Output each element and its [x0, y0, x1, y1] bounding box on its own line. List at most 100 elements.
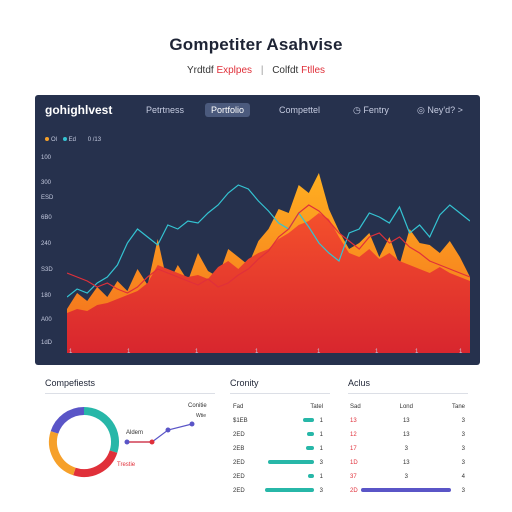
- row-value: 1: [319, 446, 323, 452]
- y-tick: 1dD: [41, 340, 53, 346]
- row-value: 1: [319, 432, 323, 438]
- row-value-cell: 1: [248, 428, 323, 442]
- row-cell: 13: [402, 460, 410, 466]
- row-label: 2ED: [233, 432, 245, 438]
- row-cell: 3: [461, 446, 465, 452]
- row-value: 1: [319, 418, 323, 424]
- progress-bar: [307, 474, 314, 479]
- tab-competitors[interactable]: Compettel: [279, 105, 321, 115]
- row-cell: [360, 484, 452, 498]
- series-line-red: [67, 204, 470, 294]
- table-row: 13 13 3: [350, 414, 465, 428]
- trend-point: [165, 427, 171, 433]
- competitors-graphic: [48, 406, 195, 478]
- x-tick: 1: [195, 349, 199, 355]
- table-row: 2ED 3: [233, 484, 323, 498]
- x-tick: 1: [69, 349, 73, 355]
- tab-entry[interactable]: ◷ Fentry: [353, 105, 389, 115]
- row-label: 2ED: [233, 488, 245, 494]
- row-cell: 13: [402, 418, 410, 424]
- competitor-area-chart: [67, 173, 470, 353]
- table-row: 1D 13 3: [350, 456, 465, 470]
- y-tick: 6B0: [41, 215, 52, 221]
- table-header-row: Sad Lond Tane: [350, 400, 465, 414]
- row-cell: 13: [402, 432, 410, 438]
- y-tick: S3D: [41, 267, 53, 273]
- donut-slice: [50, 406, 85, 434]
- row-cell: 37: [350, 474, 357, 480]
- row-cell: 1D: [350, 460, 358, 466]
- cronity-table: Fad Tatel $1EB 1 2ED 1 2EB 1 2ED 3 2ED 1 2ED 3: [233, 400, 323, 498]
- label-sub: Wtie: [196, 413, 206, 419]
- progress-bar: [360, 488, 451, 493]
- x-tick: 1: [459, 349, 463, 355]
- table-row: 2ED 1: [233, 470, 323, 484]
- divider: [45, 393, 215, 394]
- row-cell: 4: [461, 474, 465, 480]
- row-cell: 3: [404, 446, 408, 452]
- row-value: 1: [319, 474, 323, 480]
- x-tick: 1: [375, 349, 379, 355]
- column-header: Sad: [350, 404, 361, 410]
- row-label: 2ED: [233, 474, 245, 480]
- series-area-red: [67, 213, 470, 353]
- legend-orange-icon: [45, 137, 49, 142]
- y-tick: 100: [41, 155, 52, 161]
- column-header: Lond: [399, 404, 413, 410]
- row-value: 3: [319, 460, 323, 466]
- row-value-cell: 1: [248, 470, 323, 484]
- competitor-donut-chart: [48, 406, 120, 478]
- x-tick: 1: [415, 349, 419, 355]
- divider: [348, 393, 468, 394]
- table-row: 17 3 3: [350, 442, 465, 456]
- row-label: 2EB: [233, 446, 245, 452]
- table-row: 2ED 1: [233, 428, 323, 442]
- x-tick: 1: [127, 349, 131, 355]
- tab-next-icon: ◎: [417, 105, 428, 115]
- competitors-title: Compefiests: [45, 378, 96, 388]
- subtitle-link-files[interactable]: Ftlles: [301, 65, 326, 76]
- row-value-cell: 3: [248, 484, 323, 498]
- chart-legend: Ol Ed 0 /13: [45, 137, 101, 143]
- progress-bar: [267, 460, 314, 465]
- row-value-cell: 3: [248, 456, 323, 470]
- activity-title: Aclus: [348, 378, 371, 388]
- dashboard-panel: gohighlvest Petrtness Portfolio Compette…: [35, 95, 480, 365]
- subtitle-link-explore[interactable]: Explpes: [216, 65, 253, 76]
- progress-bar: [264, 488, 314, 493]
- table-header-row: Fad Tatel: [233, 400, 323, 414]
- progress-bar: [305, 446, 314, 451]
- y-tick: 180: [41, 293, 52, 299]
- progress-bar: [306, 432, 314, 437]
- table-row: $1EB 1: [233, 414, 323, 428]
- series-line-cyan: [67, 184, 470, 298]
- row-cell: 3: [461, 488, 465, 494]
- label-low: Trestie: [117, 462, 136, 468]
- column-header: Tane: [451, 404, 465, 410]
- row-cell: 2D: [350, 488, 358, 494]
- row-cell: 3: [461, 432, 465, 438]
- x-tick: 1: [317, 349, 321, 355]
- x-tick: 1: [255, 349, 259, 355]
- donut-slice: [73, 450, 118, 478]
- legend-blue-icon: [62, 137, 67, 142]
- tab-portfolio[interactable]: Portfolio: [205, 103, 251, 117]
- divider: [230, 393, 330, 394]
- row-cell: 13: [350, 418, 357, 424]
- column-header: Fad: [233, 404, 244, 410]
- row-value: 3: [319, 488, 323, 494]
- donut-slice: [83, 407, 120, 453]
- tab-performance[interactable]: Petrtness: [146, 105, 185, 115]
- activity-table: Sad Lond Tane 13 13 3 12 13 3 17 3 3 1D 13 3 37 3 4 2D 3: [350, 400, 465, 498]
- table-row: 2EB 1: [233, 442, 323, 456]
- row-cell: 3: [461, 460, 465, 466]
- tab-entry-icon: ◷: [353, 105, 364, 115]
- tab-next[interactable]: ◎ Ney'd? >: [417, 105, 463, 115]
- brand-logo: gohighlvest: [45, 103, 113, 117]
- row-cell: 3: [404, 474, 408, 480]
- y-tick: A00: [41, 317, 52, 323]
- table-row: 2D 3: [350, 484, 465, 498]
- trend-point: [149, 439, 155, 445]
- label-top: Conitie: [188, 403, 207, 409]
- cronity-title: Cronity: [230, 378, 259, 388]
